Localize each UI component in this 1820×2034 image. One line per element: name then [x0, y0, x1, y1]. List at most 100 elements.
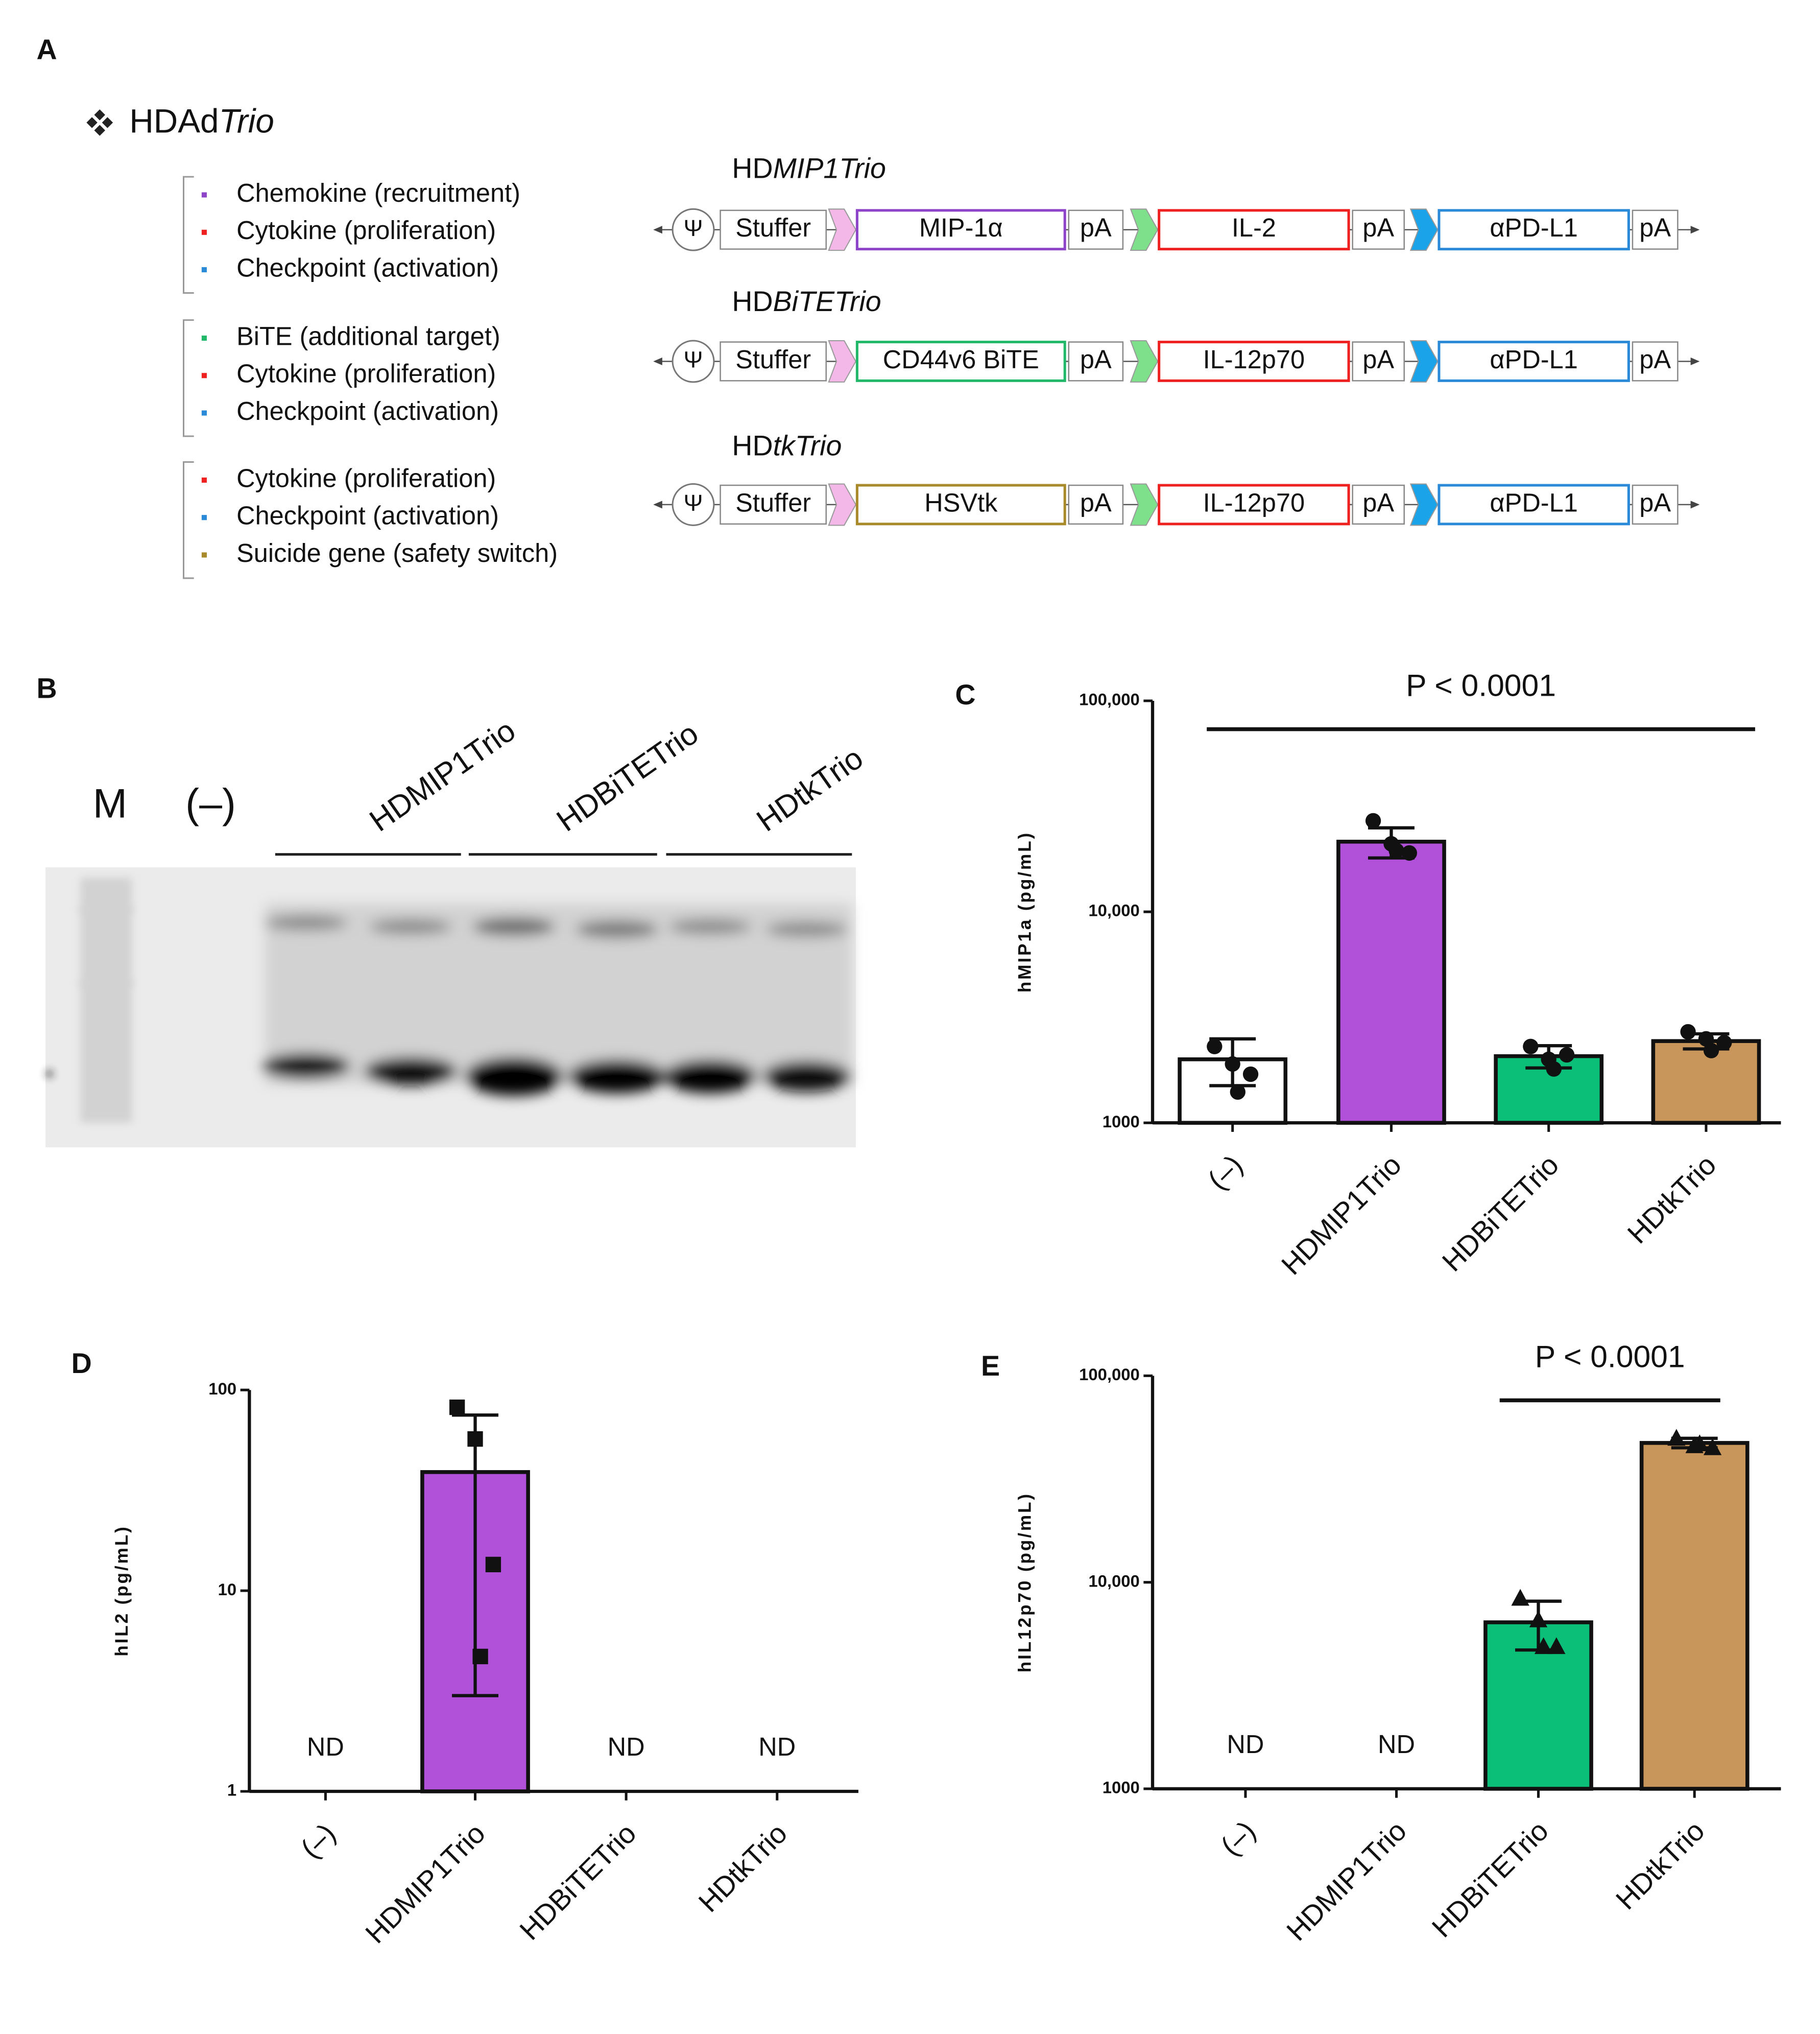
data-point: [467, 1431, 483, 1447]
group-label: HDMIP1Trio: [363, 713, 521, 838]
x-tick-label: HDBiTETrio: [1426, 1815, 1554, 1944]
panel-label: E: [981, 1350, 1000, 1382]
polya-box: [1068, 209, 1124, 250]
data-point: [1547, 1637, 1566, 1654]
gel-image: [45, 867, 856, 1148]
name-part: HD: [732, 152, 773, 184]
feature-label: Cytokine (proliferation): [236, 463, 496, 492]
promoter: [828, 208, 857, 251]
y-tick-label: 10: [218, 1580, 237, 1599]
gene-box: [1438, 484, 1630, 526]
significance-label: P < 0.0001: [1406, 668, 1556, 703]
end-arrow: [1690, 501, 1700, 509]
x-tick-label: (–): [1215, 1815, 1262, 1862]
bracket: [182, 319, 194, 437]
data-point: [1523, 1038, 1539, 1054]
data-point: [1207, 1038, 1223, 1054]
gene-label: IL-12p70: [1203, 345, 1305, 374]
gene-box: [855, 341, 1066, 382]
x-tick-label: HDMIP1Trio: [1280, 1815, 1412, 1947]
panel-label: C: [955, 679, 975, 711]
panel-title: HDAdTrio: [129, 103, 274, 140]
data-point: [1511, 1589, 1529, 1606]
polya-box: [1068, 484, 1124, 525]
x-tick-label: HDBiTETrio: [514, 1817, 642, 1946]
group-label: HDtkTrio: [750, 740, 869, 838]
x-tick-label: HDtkTrio: [1621, 1149, 1722, 1249]
x-tick-label: (–): [295, 1817, 342, 1864]
psi: Ψ: [684, 215, 703, 241]
end-arrow: [653, 357, 662, 366]
data-point: [1680, 1024, 1696, 1040]
gene-label: αPD-L1: [1490, 213, 1577, 242]
y-tick-label: 10,000: [1088, 1571, 1139, 1590]
y-axis-label: hIL12p70 (pg/mL): [1015, 1492, 1035, 1672]
polya-label: pA: [1639, 213, 1671, 242]
polya-box: [1352, 484, 1405, 525]
data-point: [1230, 1084, 1246, 1100]
gene-box: [1158, 484, 1350, 526]
value-label: ND: [1378, 1730, 1415, 1759]
data-point: [1667, 1429, 1686, 1446]
y-tick-label: 100,000: [1079, 1365, 1140, 1384]
psi-circle: [672, 340, 715, 383]
title-part: HDAd: [129, 103, 219, 140]
feature-label: Checkpoint (activation): [236, 396, 499, 425]
name-part: tkTrio: [773, 430, 842, 461]
feature-label: Checkpoint (activation): [236, 501, 499, 530]
value-label: ND: [1227, 1730, 1264, 1759]
polya-box: [1632, 209, 1679, 250]
x-tick-label: HDMIP1Trio: [359, 1817, 491, 1950]
y-tick-label: 1000: [1103, 1112, 1140, 1131]
panel-label: A: [36, 34, 57, 65]
bullet: [201, 515, 207, 521]
polya-box: [1352, 341, 1405, 382]
data-point: [1242, 1066, 1259, 1082]
gene-label: αPD-L1: [1490, 488, 1577, 517]
x-tick-label: HDBiTETrio: [1436, 1149, 1565, 1278]
gene-box: [1158, 341, 1350, 382]
polya-box: [1068, 341, 1124, 382]
gene-box: [1158, 209, 1350, 251]
data-point: [485, 1556, 501, 1573]
data-point: [1529, 1610, 1548, 1627]
polya-label: pA: [1080, 488, 1112, 517]
significance-label: P < 0.0001: [1535, 1339, 1685, 1374]
promoter: [1409, 340, 1439, 383]
bullet: [201, 192, 207, 198]
gene-box: [855, 484, 1066, 526]
stuffer: Stuffer: [735, 345, 811, 374]
polya-box: [1352, 209, 1405, 250]
y-axis-label: hMIP1a (pg/mL): [1015, 831, 1035, 992]
feature-label: Checkpoint (activation): [236, 253, 499, 282]
x-tick-label: (–): [1202, 1149, 1249, 1196]
data-point: [1703, 1043, 1719, 1058]
gene-box: [855, 209, 1066, 251]
y-tick-label: 1: [227, 1781, 236, 1800]
polya-label: pA: [1639, 345, 1671, 374]
promoter: [1409, 208, 1439, 251]
title-ornament: [86, 109, 113, 136]
psi: Ψ: [684, 490, 703, 516]
end-arrow: [653, 226, 662, 234]
data-point: [1546, 1061, 1562, 1077]
stuffer: Stuffer: [735, 488, 811, 517]
gene-label: αPD-L1: [1490, 345, 1577, 374]
polya-label: pA: [1362, 488, 1394, 517]
gene-label: HSVtk: [924, 488, 998, 517]
feature-label: Cytokine (proliferation): [236, 359, 496, 388]
data-point: [1690, 1434, 1709, 1452]
data-point: [1716, 1034, 1732, 1051]
polya-label: pA: [1639, 488, 1671, 517]
bullet: [201, 335, 207, 341]
y-tick-label: 10,000: [1088, 901, 1139, 920]
gene-label: IL-2: [1232, 213, 1276, 242]
gene-label: MIP-1α: [919, 213, 1003, 242]
y-tick-label: 1000: [1103, 1778, 1140, 1797]
promoter: [828, 483, 857, 526]
data-point: [472, 1648, 488, 1665]
y-tick-label: 100,000: [1079, 690, 1140, 709]
name-part: HD: [732, 430, 773, 461]
bullet: [201, 373, 207, 379]
bracket: [182, 176, 194, 294]
